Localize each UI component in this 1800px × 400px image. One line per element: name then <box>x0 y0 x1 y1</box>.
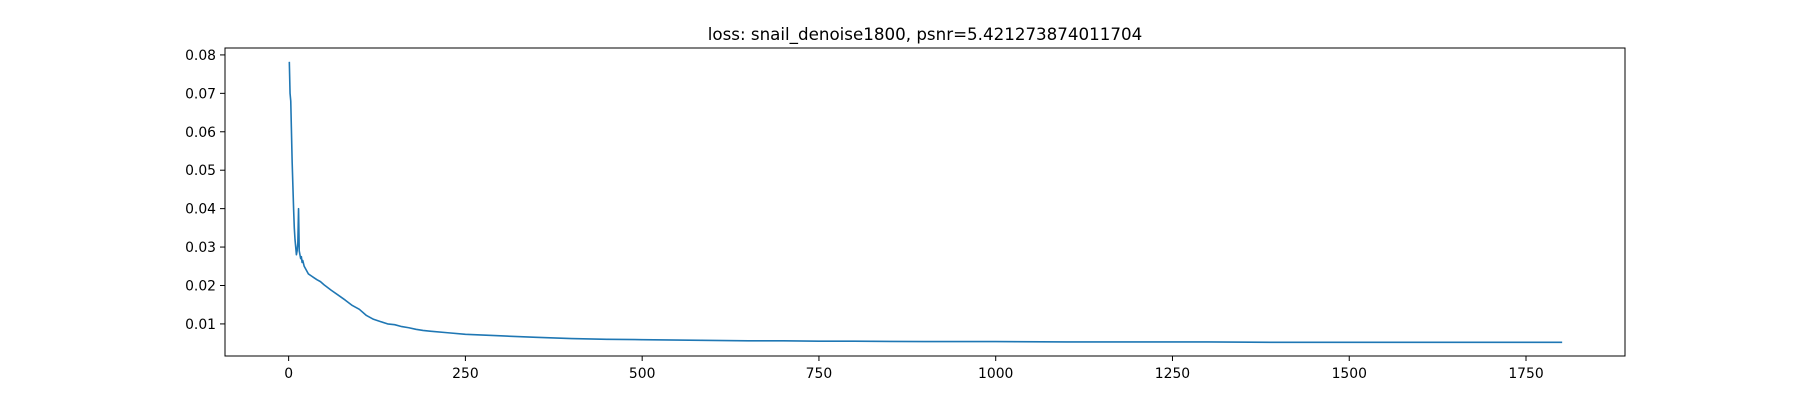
y-tick-label: 0.08 <box>185 48 216 64</box>
x-tick-label: 250 <box>452 366 479 382</box>
x-axis: 0 250 500 750 1000 1250 1500 1750 <box>284 356 1544 382</box>
plot-area <box>288 61 1563 344</box>
y-tick-label: 0.01 <box>185 317 216 333</box>
x-tick-label: 0 <box>284 366 293 382</box>
y-axis: 0.01 0.02 0.03 0.04 0.05 0.06 0.07 0.08 <box>185 48 225 333</box>
x-tick-label: 750 <box>806 366 833 382</box>
x-tick-label: 1750 <box>1508 366 1543 382</box>
chart-title: loss: snail_denoise1800, psnr=5.42127387… <box>708 24 1142 45</box>
y-tick-label: 0.06 <box>185 125 216 141</box>
y-tick-label: 0.02 <box>185 278 216 294</box>
y-tick-label: 0.04 <box>185 202 216 218</box>
y-tick-label: 0.03 <box>185 240 216 256</box>
series-line-0 <box>288 61 1563 344</box>
plot-frame <box>224 47 1626 357</box>
x-tick-label: 500 <box>629 366 656 382</box>
x-tick-label: 1500 <box>1332 366 1367 382</box>
x-tick-label: 1250 <box>1155 366 1190 382</box>
y-tick-label: 0.05 <box>185 163 216 179</box>
y-tick-label: 0.07 <box>185 86 216 102</box>
x-tick-label: 1000 <box>978 366 1013 382</box>
